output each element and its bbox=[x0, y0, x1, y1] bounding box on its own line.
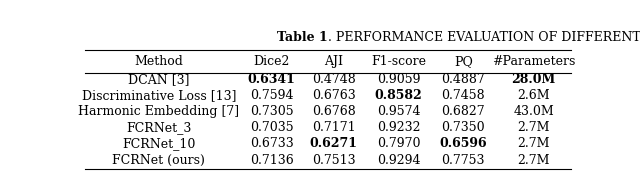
Text: 0.7513: 0.7513 bbox=[312, 154, 355, 167]
Text: FCRNet_10: FCRNet_10 bbox=[122, 137, 196, 150]
Text: Dice2: Dice2 bbox=[253, 55, 290, 68]
Text: Table 1: Table 1 bbox=[277, 31, 328, 44]
Text: 0.6596: 0.6596 bbox=[440, 137, 487, 150]
Text: 0.7458: 0.7458 bbox=[442, 89, 485, 102]
Text: 0.7305: 0.7305 bbox=[250, 105, 294, 118]
Text: 0.7136: 0.7136 bbox=[250, 154, 294, 167]
Text: PQ: PQ bbox=[454, 55, 473, 68]
Text: 0.7171: 0.7171 bbox=[312, 121, 355, 134]
Text: 0.7035: 0.7035 bbox=[250, 121, 294, 134]
Text: 0.6763: 0.6763 bbox=[312, 89, 355, 102]
Text: #Parameters: #Parameters bbox=[492, 55, 575, 68]
Text: 0.4748: 0.4748 bbox=[312, 73, 355, 86]
Text: 0.7594: 0.7594 bbox=[250, 89, 293, 102]
Text: 0.8582: 0.8582 bbox=[374, 89, 422, 102]
Text: 0.9232: 0.9232 bbox=[377, 121, 420, 134]
Text: Harmonic Embedding [7]: Harmonic Embedding [7] bbox=[78, 105, 239, 118]
Text: 0.9294: 0.9294 bbox=[377, 154, 420, 167]
Text: 0.9574: 0.9574 bbox=[377, 105, 420, 118]
Text: AJI: AJI bbox=[324, 55, 343, 68]
Text: 0.6827: 0.6827 bbox=[442, 105, 485, 118]
Text: Method: Method bbox=[134, 55, 183, 68]
Text: 0.9059: 0.9059 bbox=[377, 73, 420, 86]
Text: 43.0M: 43.0M bbox=[513, 105, 554, 118]
Text: 28.0M: 28.0M bbox=[511, 73, 556, 86]
Text: 0.7350: 0.7350 bbox=[442, 121, 485, 134]
Text: 0.6768: 0.6768 bbox=[312, 105, 355, 118]
Text: 0.6341: 0.6341 bbox=[248, 73, 296, 86]
Text: 0.6271: 0.6271 bbox=[310, 137, 358, 150]
Text: Discriminative Loss [13]: Discriminative Loss [13] bbox=[82, 89, 236, 102]
Text: 0.4887: 0.4887 bbox=[442, 73, 485, 86]
Text: 2.7M: 2.7M bbox=[518, 154, 550, 167]
Text: F1-score: F1-score bbox=[371, 55, 426, 68]
Text: 0.6733: 0.6733 bbox=[250, 137, 294, 150]
Text: 2.6M: 2.6M bbox=[517, 89, 550, 102]
Text: 2.7M: 2.7M bbox=[518, 121, 550, 134]
Text: FCRNet_3: FCRNet_3 bbox=[126, 121, 191, 134]
Text: . PERFORMANCE EVALUATION OF DIFFERENT METHODS: . PERFORMANCE EVALUATION OF DIFFERENT ME… bbox=[328, 31, 640, 44]
Text: 0.7970: 0.7970 bbox=[377, 137, 420, 150]
Text: DCAN [3]: DCAN [3] bbox=[128, 73, 189, 86]
Text: 0.7753: 0.7753 bbox=[442, 154, 485, 167]
Text: 2.7M: 2.7M bbox=[518, 137, 550, 150]
Text: FCRNet (ours): FCRNet (ours) bbox=[113, 154, 205, 167]
